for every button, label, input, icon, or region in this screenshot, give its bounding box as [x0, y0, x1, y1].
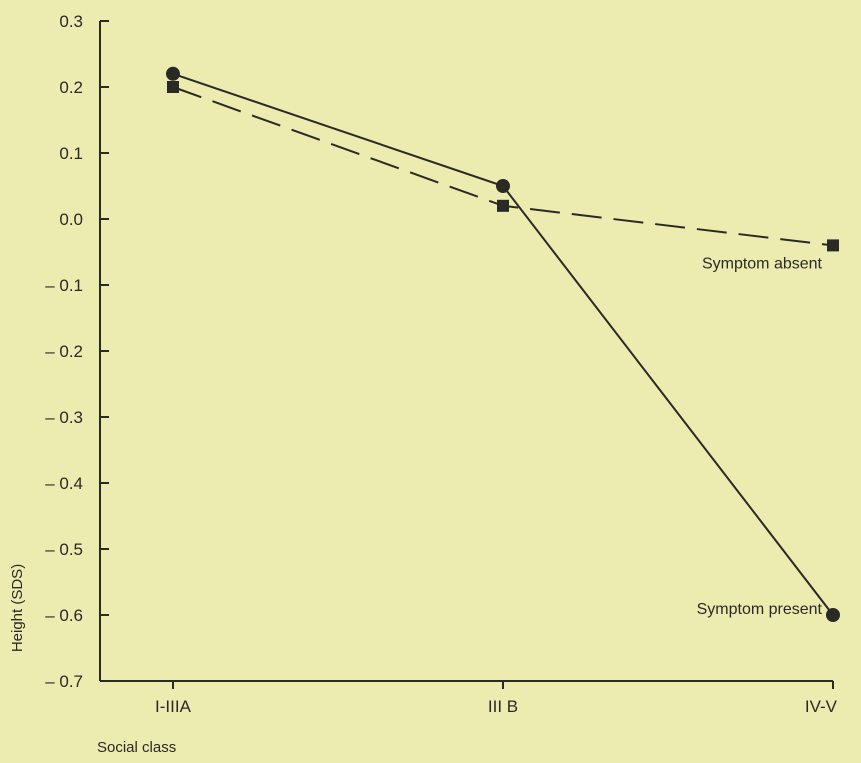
y-tick-label: – 0.2 — [45, 342, 83, 361]
symptom-present-point — [496, 179, 510, 193]
symptom-absent-point — [497, 199, 509, 212]
y-tick-label: – 0.5 — [45, 540, 83, 559]
y-tick-label: – 0.7 — [45, 672, 83, 691]
y-tick-label: 0.3 — [59, 12, 83, 31]
symptom-absent-point — [827, 239, 839, 252]
y-tick-label: – 0.1 — [45, 276, 83, 295]
symptom-absent-point — [167, 81, 179, 93]
symptom-absent-line — [172, 86, 834, 247]
x-tick-label: IV-V — [805, 697, 838, 716]
symptom-present-point — [166, 66, 180, 81]
x-tick-label: III B — [488, 697, 518, 716]
x-ticks: I-IIIA III B IV-V — [155, 681, 838, 716]
symptom-present-line — [172, 72, 834, 616]
y-tick-label: – 0.3 — [45, 408, 83, 427]
y-axis-label: Height (SDS) — [9, 564, 26, 652]
symptom-present-label: Symptom present — [697, 601, 823, 618]
y-ticks: 0.3 0.2 0.1 0.0 – 0.1 – 0.2 – 0.3 – 0.4 – 0.5 – 0… — [45, 12, 109, 691]
x-tick-label: I-IIIA — [155, 697, 192, 716]
x-axis-label: Social class — [97, 739, 176, 756]
symptom-absent-label: Symptom absent — [702, 255, 823, 272]
y-tick-label: 0.2 — [59, 78, 83, 97]
series-group — [166, 66, 840, 622]
axes: 0.3 0.2 0.1 0.0 – 0.1 – 0.2 – 0.3 – 0.4 – 0.5 – 0… — [45, 12, 837, 716]
y-tick-label: 0.1 — [59, 144, 83, 163]
y-tick-label: 0.0 — [59, 210, 83, 229]
y-tick-label: – 0.4 — [45, 474, 83, 493]
symptom-present-point — [826, 608, 840, 622]
series-labels: Symptom present Symptom absent — [697, 255, 823, 618]
y-tick-label: – 0.6 — [45, 606, 83, 625]
